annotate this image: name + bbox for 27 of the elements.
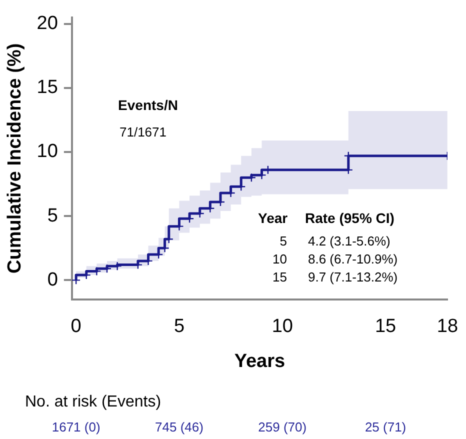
text: 1671 (0): [52, 420, 100, 435]
annotation: 9.7 (7.1-13.2%): [308, 270, 398, 285]
annotation: 15: [272, 270, 287, 285]
y-tick-label: 0: [47, 269, 58, 290]
y-tick-label: 20: [36, 13, 58, 34]
annotation: 4.2 (3.1-5.6%): [308, 234, 390, 249]
x-axis-title: Years: [234, 350, 286, 372]
annotation: 5: [280, 234, 287, 249]
annotation: Events/N: [118, 96, 178, 113]
x-tick-label: 0: [70, 316, 82, 338]
x-tick-label: 10: [272, 316, 293, 338]
x-tick-label: 15: [374, 316, 396, 338]
y-axis-title: Cumulative Incidence (%): [4, 43, 26, 274]
annotation: 71/1671: [120, 124, 166, 140]
annotation: Year: [258, 210, 288, 226]
annotation: Rate (95% CI): [305, 210, 394, 226]
text: 745 (46): [155, 420, 204, 435]
y-tick-label: 10: [36, 141, 58, 162]
text: 259 (70): [258, 420, 307, 435]
y-tick-label: 5: [47, 205, 58, 226]
text: No. at risk (Events): [25, 393, 162, 410]
y-tick-label: 15: [36, 77, 58, 98]
x-tick-label: 5: [174, 316, 185, 338]
text: 25 (71): [364, 420, 406, 435]
annotation: 10: [272, 252, 287, 267]
x-tick-label: 18: [436, 316, 458, 338]
annotation: 8.6 (6.7-10.9%): [308, 252, 398, 267]
